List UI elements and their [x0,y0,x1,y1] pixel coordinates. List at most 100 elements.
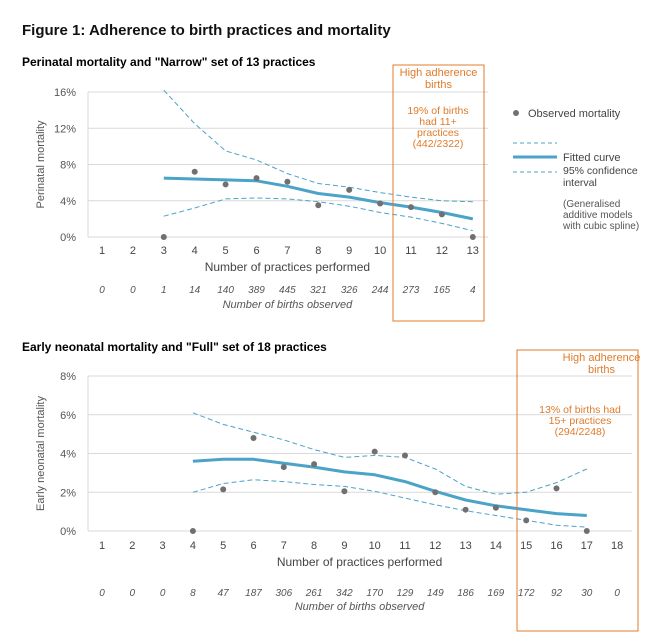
panel-2-births-count: 0 [614,588,620,599]
panel-1-observed-point [408,204,414,211]
panel-2-ytick-label: 2% [60,487,76,499]
panel-1-high-adherence-title: births [425,79,452,91]
legend-ci-label: interval [563,177,597,189]
panel-2-births-count: 30 [581,588,593,599]
panel-2-high-adherence-box [516,349,639,632]
panel-1-xlabel: Number of practices performed [205,260,370,274]
panel-1-xtick-label: 12 [436,245,448,257]
panel-1-observed-point [222,181,229,188]
panel-2-observed-point [462,506,469,513]
panel-1-observed-point [438,211,445,218]
panel-2-xtick-label: 2 [129,540,135,552]
panel-2-xtick-label: 13 [459,540,471,552]
panel-2-births-count: 129 [397,588,414,599]
panel-1-observed-point [377,200,384,207]
panel-2-ylabel: Early neonatal mortality [35,396,47,511]
legend-note: additive models [563,210,632,221]
panel-2-fitted-curve [192,457,587,517]
panel-2-births-count: 186 [457,588,474,599]
panel-2-observed-point [523,517,530,524]
panel-1-births-count: 0 [99,285,105,296]
legend-fitted-label: Fitted curve [563,152,620,164]
panel-1-high-adherence-note: had 11+ [419,116,456,128]
panel-1-xtick-label: 7 [284,245,290,257]
panel-2-births-count: 92 [551,588,563,599]
panel-2-births-count: 0 [99,588,105,599]
panel-2-high-adherence-title: births [588,364,615,376]
panel-1-births-count: 165 [434,285,451,296]
panel-2-observed-point [250,435,257,441]
panel-2-observed-point [553,485,560,492]
panel-2-xtick-label: 12 [429,540,441,552]
panel-2-observed-point [583,528,590,534]
panel-1-ytick-label: 8% [60,160,76,172]
panel-1-births-label: Number of births observed [223,299,353,311]
panel-1-xtick-label: 3 [161,245,167,257]
panel-2-births-count: 306 [275,588,292,599]
panel-1-births-count: 244 [371,285,389,296]
panel-2-xtick-label: 5 [220,540,226,552]
panel-1-births-count: 273 [402,285,420,296]
panel-1-xtick-label: 13 [467,245,479,257]
panel-2-observed-point [341,488,348,495]
legend-observed-marker [513,110,519,116]
panel-2-observed-point [189,528,196,534]
panel-1-births-count: 4 [470,285,476,296]
panel-2-xtick-label: 17 [581,540,593,552]
panel-1-births-count: 14 [189,285,201,296]
panel-1-ytick-label: 16% [54,87,76,99]
panel-1-births-count: 326 [341,285,358,296]
panel-1-births-count: 389 [248,285,265,296]
panel-1-births-count: 1 [161,285,167,296]
panel-1-observed-point [191,168,198,175]
panel-2-xtick-label: 15 [520,540,532,552]
panel-2-xtick-label: 14 [490,540,502,552]
panel-1-xtick-label: 10 [374,245,386,257]
panel-2-ytick-label: 6% [60,410,76,422]
panel-2-observed-point [311,461,318,468]
panel-1-xtick-label: 6 [253,245,259,257]
panel-2-ytick-label: 8% [60,371,76,383]
panel-1-fitted-curve [163,176,474,221]
panel-1-xtick-label: 11 [405,245,416,257]
panel-1-observed-point [346,186,353,193]
panel-1-births-count: 445 [279,285,296,296]
panel-2-high-adherence-note: (294/2248) [555,426,606,438]
panel-2-observed-point [371,448,378,455]
panel-2-observed-point [402,452,408,459]
panel-2-births-count: 261 [305,588,323,599]
panel-2-ytick-label: 0% [60,526,76,538]
panel-2-xtick-label: 1 [99,540,105,552]
panel-2-xlabel: Number of practices performed [277,555,442,569]
panel-2-births-count: 0 [160,588,166,599]
panel-1-observed-point [284,178,291,185]
panel-2-births-count: 149 [427,588,444,599]
panel-2-title: Early neonatal mortality and "Full" set … [22,340,327,354]
figure-title: Figure 1: Adherence to birth practices a… [22,22,391,39]
panel-2-xtick-label: 6 [250,540,256,552]
panel-2-xtick-label: 10 [369,540,381,552]
panel-2-ytick-label: 4% [60,449,76,461]
panel-1-ci-upper-line [163,89,473,203]
panel-2-xtick-label: 9 [341,540,347,552]
panel-1-observed-point [253,175,260,182]
panel-2-xtick-label: 3 [160,540,166,552]
panel-1-high-adherence-note: (442/2322) [413,138,464,150]
panel-2-ci-lower-line [192,479,587,528]
panel-2-births-count: 172 [518,588,535,599]
panel-2-births-count: 47 [218,588,230,599]
panel-2-ci-upper-line [192,412,588,495]
legend-note: (Generalised [563,199,620,210]
panel-1-high-adherence-note: practices [417,127,459,139]
panel-2-observed-point [432,489,439,496]
panel-1-ylabel: Perinatal mortality [35,120,47,209]
panel-1-births-count: 0 [130,285,136,296]
panel-1-births-count: 321 [310,285,327,296]
panel-2-xtick-label: 18 [611,540,623,552]
panel-2-observed-point [492,504,499,511]
panel-2-observed-point [280,464,287,471]
panel-2-xtick-label: 7 [281,540,287,552]
panel-1-title: Perinatal mortality and "Narrow" set of … [22,55,316,69]
panel-1-high-adherence-box [392,64,485,322]
